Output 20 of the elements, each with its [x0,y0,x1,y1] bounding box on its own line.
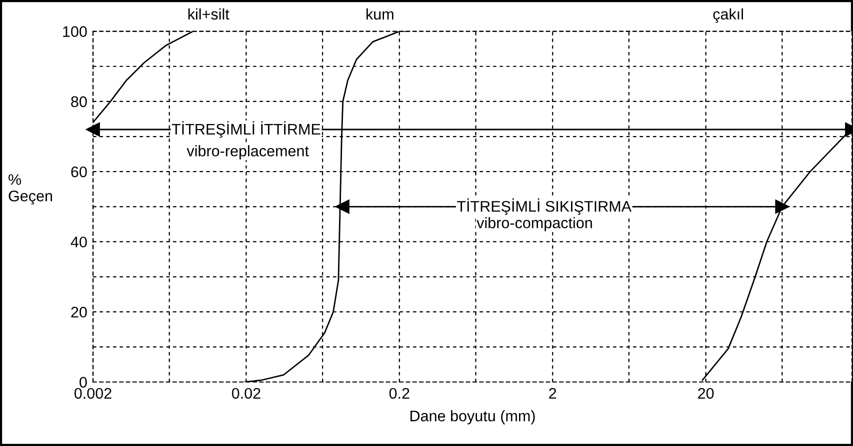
y-tick-label: 60 [71,166,87,178]
y-tick-label: 40 [70,236,87,248]
y-tick-label: 20 [71,306,87,318]
x-tick-label: 2 [549,388,556,399]
text: çakıl [713,8,743,23]
y-tick-label: 0 [80,376,87,388]
annotation: vibro-replacement [186,145,309,160]
y-axis-title: % Geçen [8,174,52,204]
y-tick-label: 100 [63,26,87,37]
x-axis-title: Dane boyutu (mm) [410,410,535,424]
annotation: TİTREŞİMLİ İTTİRME [172,121,320,138]
x-tick-label: 0.002 [74,388,112,399]
annotation: TİTREŞİMLİ SIKIŞTIRMA [457,198,632,215]
text: kum [366,8,394,20]
x-tick-label: 0.02 [232,388,260,399]
x-tick-label: 20 [698,388,714,399]
text: kil+silt [188,8,230,20]
x-tick-label: 0.2 [389,388,410,399]
y-tick-label: 80 [71,96,87,108]
annotation: vibro-compaction [476,217,592,232]
